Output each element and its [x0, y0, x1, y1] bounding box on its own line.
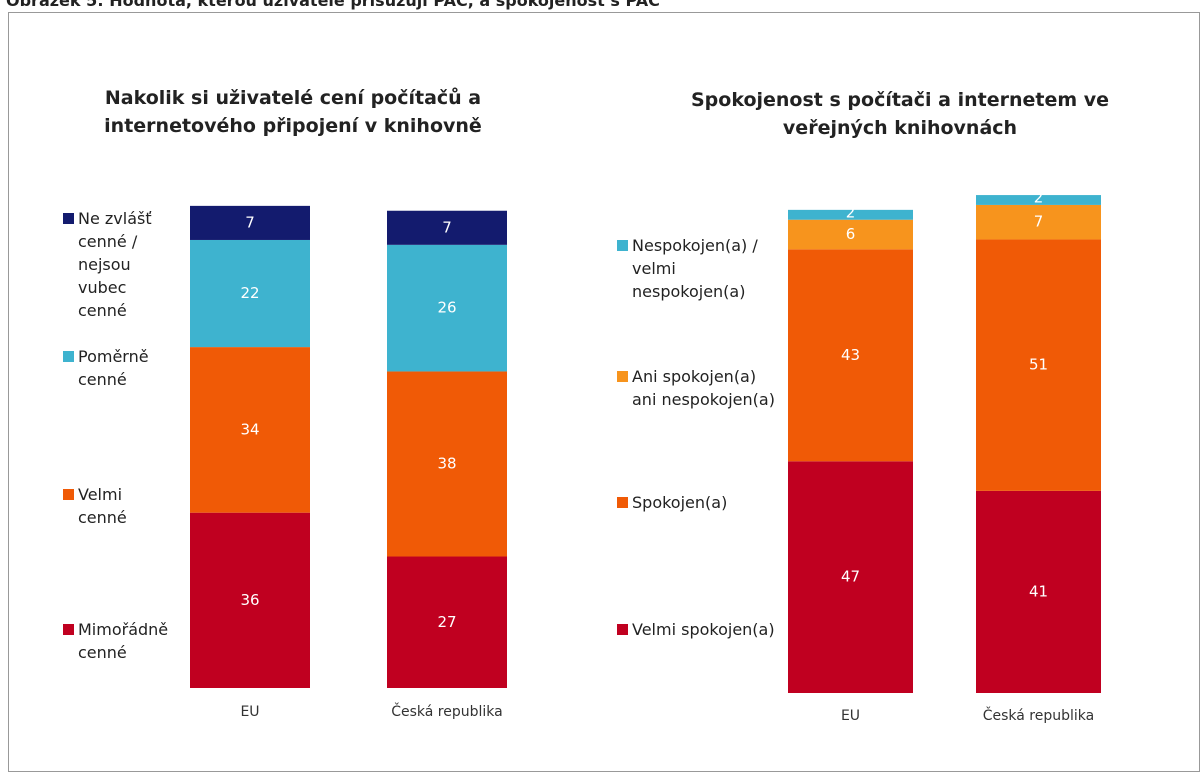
data-label: 7	[245, 213, 255, 231]
legend-swatch	[63, 489, 74, 500]
data-label: 6	[846, 225, 856, 243]
x-tick-label: EU	[840, 708, 861, 724]
chart-title: Spokojenost s počítači a internetem ve v…	[690, 89, 1110, 139]
bar-segment	[788, 209, 913, 220]
data-label: 7	[442, 218, 452, 236]
x-tick-label: Česká republika	[391, 704, 503, 720]
bar-segment	[190, 512, 310, 688]
bar-segment	[788, 461, 913, 693]
bar-segment	[788, 249, 913, 462]
legend-item: Mimořádně cenné	[78, 620, 169, 662]
bar-segment	[976, 204, 1101, 240]
legend-item: Velmi cenné	[78, 485, 127, 527]
data-label: 36	[240, 591, 259, 609]
legend-swatch	[617, 497, 628, 508]
bar-segment	[190, 347, 310, 513]
bar-segment	[976, 490, 1101, 693]
data-label: 38	[437, 454, 456, 472]
bar-segment	[190, 239, 310, 348]
bar-segment	[976, 195, 1101, 205]
legend-item: Ani spokojen(a) ani nespokojen(a)	[632, 367, 775, 409]
bar-segment	[788, 219, 913, 250]
bar-segment	[976, 239, 1101, 491]
legend-swatch	[617, 624, 628, 635]
data-label: 34	[240, 420, 259, 438]
legend-item: Nespokojen(a) / velmi nespokojen(a)	[632, 236, 758, 301]
legend-swatch	[63, 624, 74, 635]
legend-swatch	[617, 371, 628, 382]
legend-item: Spokojen(a)	[632, 493, 728, 512]
legend-item: Velmi spokojen(a)	[632, 620, 775, 639]
data-label: 2	[846, 203, 856, 221]
chart-title: Nakolik si uživatelé cení počítačů a int…	[104, 87, 482, 137]
bar-segment	[387, 210, 507, 245]
data-label: 43	[841, 346, 860, 364]
data-label: 41	[1029, 582, 1048, 600]
bar-segment	[387, 556, 507, 688]
data-label: 22	[240, 284, 259, 302]
data-label: 27	[437, 613, 456, 631]
data-label: 7	[1034, 213, 1044, 231]
data-label: 2	[1034, 189, 1044, 207]
bar-segment	[190, 205, 310, 240]
legend-item: Ne zvlášť cenné / nejsou vubec cenné	[78, 209, 152, 320]
x-tick-label: EU	[240, 704, 260, 720]
legend-swatch	[63, 213, 74, 224]
bar-segment	[387, 244, 507, 372]
legend-swatch	[63, 351, 74, 362]
figure-title: Obrázek 5: Hodnota, kterou uživatelé při…	[6, 0, 660, 10]
data-label: 47	[841, 568, 860, 586]
legend-item: Poměrně cenné	[78, 347, 149, 389]
data-label: 26	[437, 299, 456, 317]
x-tick-label: Česká republika	[982, 708, 1095, 724]
bar-segment	[387, 371, 507, 557]
legend-swatch	[617, 240, 628, 251]
data-label: 51	[1029, 356, 1048, 374]
